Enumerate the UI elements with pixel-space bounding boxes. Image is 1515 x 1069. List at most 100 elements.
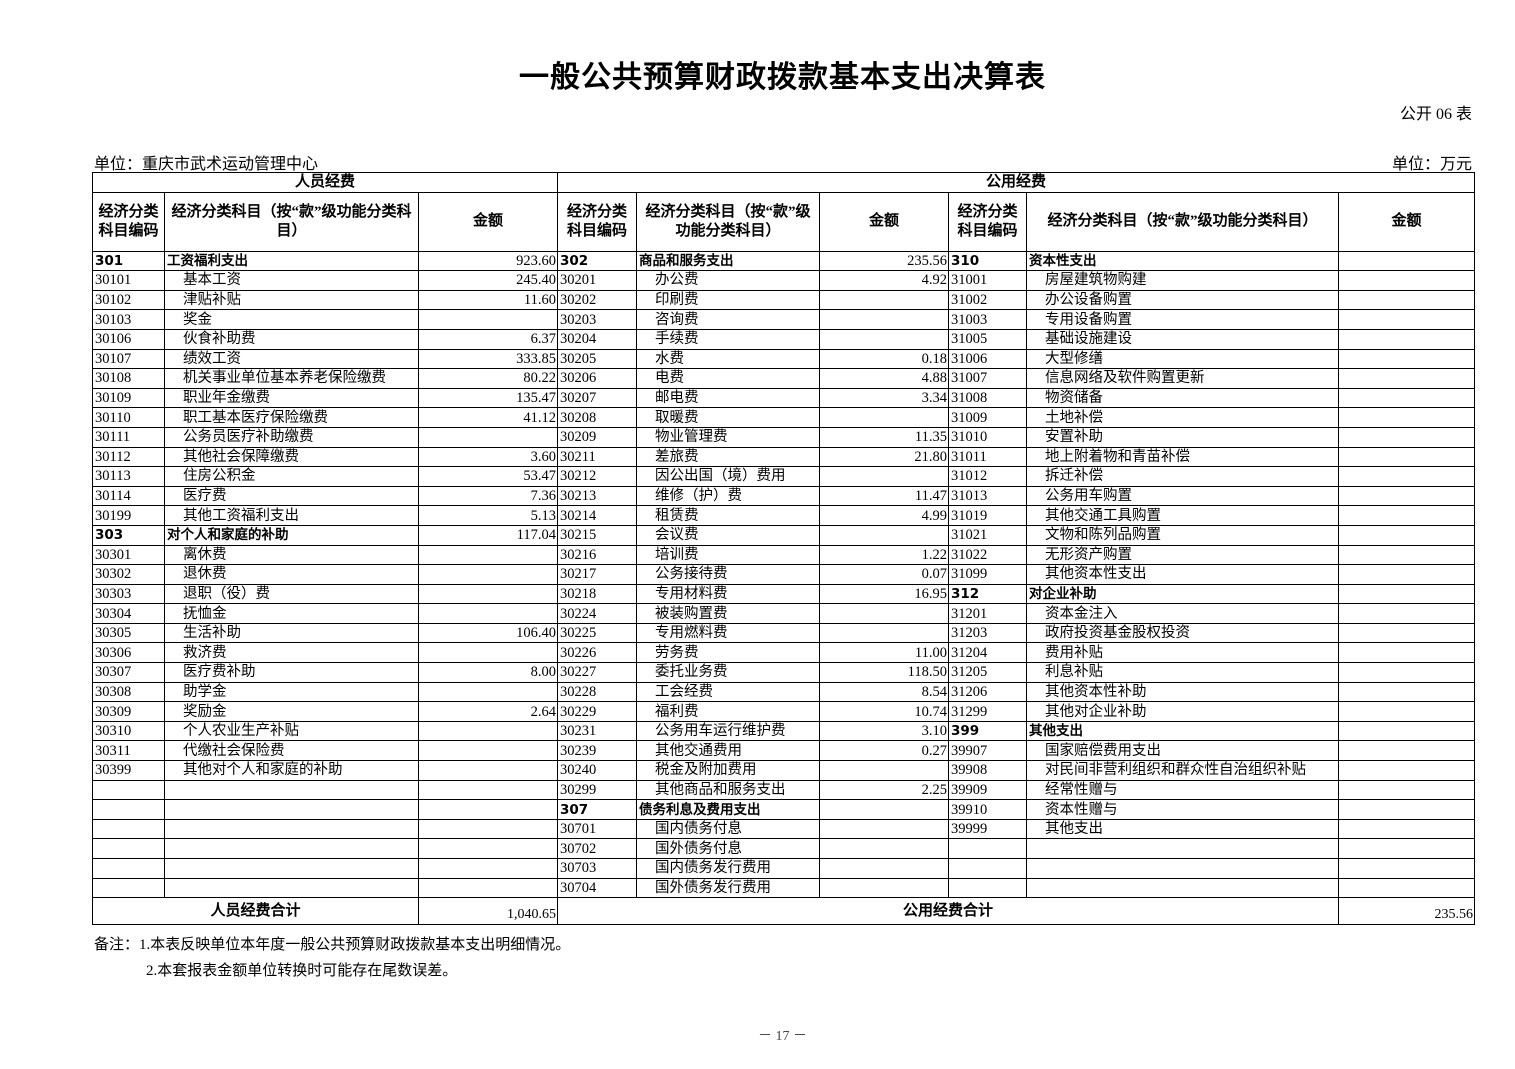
right-amount-cell — [1337, 446, 1476, 468]
table-row: 30307 医疗费补助 8.00 30227 委托业务费 118.50 31205 利息补贴 — [92, 662, 1476, 683]
left-code-cell: 30113 — [92, 466, 165, 487]
left-amount-cell — [418, 309, 558, 330]
right-amount-cell — [1337, 289, 1476, 311]
right-name-cell: 办公设备购置 — [1026, 289, 1339, 311]
mid-amount-cell — [819, 858, 949, 879]
left-amount-cell: 245.40 — [418, 270, 558, 291]
left-amount-cell: 41.12 — [418, 407, 558, 428]
mid-amount-cell: 10.74 — [819, 701, 949, 722]
left-code-cell: 30311 — [92, 740, 165, 762]
left-code-cell: 30103 — [92, 309, 165, 330]
table-row: 30702 国外债务付息 — [92, 838, 1476, 859]
right-amount-cell — [1337, 720, 1476, 742]
table-row: 30303 退职（役）费 30218 专用材料费 16.95 312 对企业补助 — [92, 583, 1476, 605]
table-row: 30304 抚恤金 30224 被装购置费 31201 资本金注入 — [92, 603, 1476, 624]
left-amount-cell — [418, 681, 558, 703]
right-amount-cell — [1337, 818, 1476, 840]
right-amount-cell — [1337, 328, 1476, 350]
left-name-cell: 奖金 — [164, 309, 419, 330]
mid-code-cell: 307 — [557, 799, 637, 820]
mid-amount-cell: 0.07 — [819, 564, 949, 585]
table-row: 30106 伙食补助费 6.37 30204 手续费 31005 基础设施建设 — [92, 328, 1476, 350]
left-code-cell: 30310 — [92, 720, 165, 742]
left-code-cell: 30306 — [92, 642, 165, 664]
left-amount-cell: 3.60 — [418, 446, 558, 468]
right-name-cell: 资本金注入 — [1026, 603, 1339, 624]
left-code-cell: 30106 — [92, 328, 165, 350]
left-code-cell: 30109 — [92, 387, 165, 409]
left-code-cell: 30114 — [92, 485, 165, 507]
amount-header: 金额 — [819, 191, 949, 252]
left-code-cell: 30399 — [92, 760, 165, 781]
right-code-cell: 31007 — [948, 368, 1027, 389]
currency-unit: 单位：万元 — [1391, 156, 1472, 173]
mid-code-cell: 30702 — [557, 838, 637, 859]
mid-name-cell: 会议费 — [636, 524, 820, 546]
right-amount-cell — [1337, 387, 1476, 409]
left-code-cell — [92, 799, 165, 820]
left-code-cell: 303 — [92, 524, 165, 546]
mid-name-cell: 福利费 — [636, 701, 820, 722]
table-row: 30102 津贴补贴 11.60 30202 印刷费 31002 办公设备购置 — [92, 289, 1476, 311]
right-amount-cell — [1337, 544, 1476, 566]
left-name-cell: 其他社会保障缴费 — [164, 446, 419, 468]
public-total-amount: 235.56 — [1337, 897, 1476, 926]
left-amount-cell: 53.47 — [418, 466, 558, 487]
left-code-cell: 30101 — [92, 270, 165, 291]
right-amount-cell — [1337, 681, 1476, 703]
right-amount-cell — [1337, 603, 1476, 624]
page-number: － 17 － — [758, 1029, 807, 1044]
right-code-cell: 31201 — [948, 603, 1027, 624]
mid-amount-cell — [819, 622, 949, 644]
left-code-cell: 30305 — [92, 622, 165, 644]
left-name-cell — [164, 838, 419, 859]
mid-code-cell: 30216 — [557, 544, 637, 566]
left-name-cell: 对个人和家庭的补助 — [164, 524, 419, 546]
table-row: 30309 奖励金 2.64 30229 福利费 10.74 31299 其他对企业补助 — [92, 701, 1476, 722]
left-name-cell: 其他对个人和家庭的补助 — [164, 760, 419, 781]
left-amount-cell: 8.00 — [418, 662, 558, 683]
left-name-cell: 机关事业单位基本养老保险缴费 — [164, 368, 419, 389]
left-code-cell: 30108 — [92, 368, 165, 389]
mid-name-cell: 取暖费 — [636, 407, 820, 428]
mid-name-cell: 专用燃料费 — [636, 622, 820, 644]
right-code-cell: 31002 — [948, 289, 1027, 311]
right-name-cell: 专用设备购置 — [1026, 309, 1339, 330]
left-code-cell — [92, 877, 165, 899]
mid-code-cell: 30226 — [557, 642, 637, 664]
mid-amount-cell — [819, 309, 949, 330]
mid-code-cell: 30218 — [557, 583, 637, 605]
right-amount-cell — [1337, 250, 1476, 272]
mid-name-cell: 专用材料费 — [636, 583, 820, 605]
mid-name-cell: 国内债务发行费用 — [636, 858, 820, 879]
right-amount-cell — [1337, 877, 1476, 899]
left-amount-cell: 923.60 — [418, 250, 558, 272]
mid-code-cell: 30228 — [557, 681, 637, 703]
left-code-cell: 30102 — [92, 289, 165, 311]
left-name-cell: 个人农业生产补贴 — [164, 720, 419, 742]
right-code-cell — [948, 858, 1027, 879]
table-row: 30306 救济费 30226 劳务费 11.00 31204 费用补贴 — [92, 642, 1476, 664]
left-code-cell — [92, 858, 165, 879]
left-code-cell: 30111 — [92, 426, 165, 448]
mid-code-cell: 30217 — [557, 564, 637, 585]
right-name-cell: 地上附着物和青苗补偿 — [1026, 446, 1339, 468]
mid-amount-cell — [819, 760, 949, 781]
note-2: 2.本套报表金额单位转换时可能存在尾数误差。 — [146, 963, 458, 979]
right-code-cell: 31021 — [948, 524, 1027, 546]
left-amount-cell — [418, 642, 558, 664]
left-name-cell: 救济费 — [164, 642, 419, 664]
right-code-cell: 312 — [948, 583, 1027, 605]
mid-amount-cell: 16.95 — [819, 583, 949, 605]
left-code-cell: 301 — [92, 250, 165, 272]
right-amount-cell — [1337, 524, 1476, 546]
table-row: 303 对个人和家庭的补助 117.04 30215 会议费 31021 文物和陈列品购置 — [92, 524, 1476, 546]
right-code-cell: 31003 — [948, 309, 1027, 330]
left-name-cell — [164, 877, 419, 899]
mid-code-cell: 30214 — [557, 505, 637, 526]
mid-amount-cell: 11.35 — [819, 426, 949, 448]
right-code-cell — [948, 877, 1027, 899]
right-name-cell: 房屋建筑物购建 — [1026, 270, 1339, 291]
left-amount-cell: 117.04 — [418, 524, 558, 546]
left-name-cell — [164, 779, 419, 801]
